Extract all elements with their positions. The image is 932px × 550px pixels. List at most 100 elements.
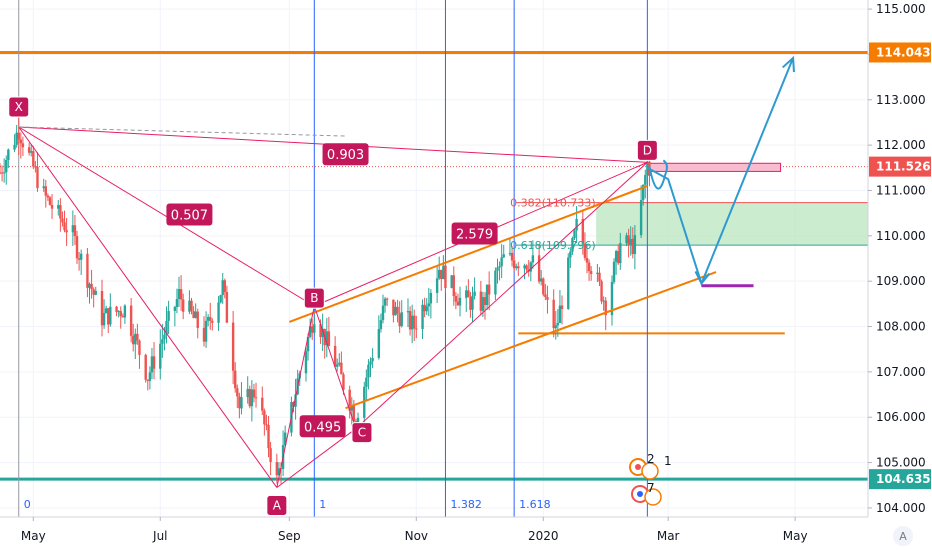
candle-body: [277, 468, 281, 476]
candle-body: [421, 304, 424, 330]
candle-body: [452, 275, 455, 296]
candle-body: [342, 374, 345, 390]
candles: [0, 117, 651, 484]
price-tick-label: 105.000: [876, 456, 926, 470]
candle-body: [485, 284, 489, 305]
candle-body: [94, 290, 97, 295]
auto-scale-icon[interactable]: [893, 526, 913, 546]
candle-body: [63, 222, 66, 231]
pattern-point-badge: [351, 422, 373, 444]
candle-body: [467, 290, 470, 298]
pattern-leg: [276, 306, 315, 488]
candle-body: [544, 294, 547, 298]
candle-body: [129, 305, 133, 336]
event-count: 2: [647, 452, 655, 466]
candle-body: [188, 300, 191, 312]
candle-body: [267, 424, 270, 449]
pattern-leg: [18, 126, 278, 488]
horizontal-lines: [0, 50, 868, 481]
candle-body: [138, 340, 141, 355]
candle-body: [494, 270, 497, 295]
price-axis[interactable]: 104.000 105.000 106.000 107.000 108.000 109.0…: [867, 0, 932, 517]
candle-body: [204, 320, 208, 342]
candle-body: [369, 361, 372, 365]
candle-body: [238, 396, 241, 409]
candle-body: [304, 351, 308, 374]
fib-time-label: 0: [24, 498, 31, 511]
candle-body: [614, 251, 618, 262]
candle-body: [192, 311, 195, 318]
time-axis[interactable]: May Jul Sep Nov 2020 Mar May: [0, 516, 932, 550]
candle-body: [383, 298, 387, 306]
candle-body: [531, 255, 535, 263]
candle-body: [30, 151, 33, 153]
candle-body: [440, 269, 443, 280]
candle-body: [408, 311, 412, 330]
price-tick-label: 104.000: [876, 501, 926, 515]
event-icon[interactable]: [644, 488, 662, 506]
event-markers[interactable]: 2 1 7: [629, 452, 672, 506]
ratio-badge: [166, 203, 213, 226]
price-tag-label: 111.526: [876, 160, 931, 174]
candle-body: [392, 299, 395, 316]
candle-body: [413, 315, 416, 329]
candle-body: [644, 175, 647, 185]
candle-body: [211, 320, 214, 323]
candle-body: [223, 280, 227, 292]
candle-body: [483, 297, 487, 305]
candle-body: [13, 144, 16, 150]
candle-body: [348, 389, 351, 411]
candle-body: [136, 333, 139, 341]
time-axis-bg: [0, 517, 932, 550]
candle-body: [36, 166, 39, 189]
candle-body: [537, 255, 541, 282]
candle-body: [132, 335, 135, 345]
candle-body: [625, 235, 628, 244]
candle-body: [415, 328, 418, 330]
candle-body: [246, 388, 249, 398]
chart-pane[interactable]: 0 1 1.382 1.618 X A B C D 0.507 0.903 0.495 2.579 0.…: [0, 0, 868, 517]
pattern-point-badge: [266, 495, 288, 517]
candle-body: [423, 304, 426, 312]
candle-body: [612, 261, 616, 282]
time-tick-label: 2020: [528, 529, 559, 543]
candle-body: [46, 195, 50, 198]
candle-body: [59, 205, 62, 219]
candle-body: [465, 290, 468, 298]
candle-body: [150, 356, 154, 373]
candle-body: [500, 257, 503, 267]
candle-body: [336, 364, 339, 367]
event-icon[interactable]: [641, 462, 659, 480]
candle-body: [0, 172, 2, 174]
candle-body: [144, 354, 147, 380]
candle-body: [429, 292, 433, 304]
price-tag: [869, 469, 931, 490]
auto-scale-button[interactable]: A: [893, 526, 913, 546]
candle-body: [512, 260, 516, 269]
candle-body: [263, 410, 266, 425]
candle-body: [202, 327, 206, 342]
candle-body: [88, 283, 91, 288]
candle-body: [600, 281, 603, 302]
price-tick-label: 106.000: [876, 410, 926, 424]
candle-body: [252, 389, 256, 398]
candle-body: [481, 297, 485, 311]
candle-body: [379, 320, 383, 330]
candle-body: [0, 172, 4, 174]
candle-body: [308, 326, 312, 337]
candle-body: [5, 159, 8, 173]
candle-body: [598, 272, 601, 282]
projection-arrowhead: [782, 55, 795, 73]
candle-body: [356, 417, 360, 426]
candle-body: [340, 362, 343, 375]
candle-body: [44, 186, 47, 196]
price-tag: [869, 156, 931, 177]
candle-body: [442, 265, 445, 280]
candle-body: [134, 333, 137, 345]
candle-body: [50, 204, 54, 209]
event-count: 1: [664, 454, 672, 468]
candle-body: [90, 283, 93, 290]
candle-body: [589, 271, 593, 274]
candle-body: [219, 295, 222, 303]
